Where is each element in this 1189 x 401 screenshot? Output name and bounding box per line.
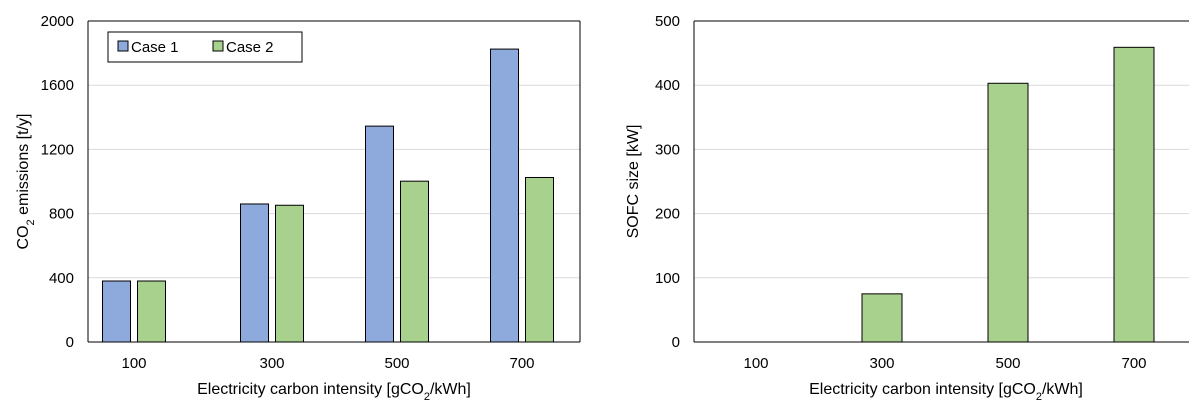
y-axis-label: SOFC size [kW]	[625, 125, 642, 239]
y-tick-label: 2000	[41, 13, 74, 30]
y-tick-label: 500	[655, 13, 680, 30]
y-axis-label-subscript: 2	[25, 219, 37, 225]
y-tick-label: 100	[655, 270, 680, 287]
x-axis-label: Electricity carbon intensity [gCO2/kWh]	[809, 381, 1083, 401]
y-tick-label: 300	[655, 141, 680, 158]
y-axis-label-text-end: emissions [t/y]	[15, 114, 32, 220]
y-tick-label: 800	[49, 206, 74, 223]
x-axis-label-text: Electricity carbon intensity [gCO	[197, 381, 424, 398]
bar-case-1-500	[365, 125, 394, 343]
x-tick-label: 700	[1121, 355, 1146, 372]
chart-co2-emissions: 0 400 800 1200 1600 2000 100 300 500 700 Electrici…	[15, 13, 581, 401]
x-tick-label: 300	[259, 355, 284, 372]
x-axis-label: Electricity carbon intensity [gCO2/kWh]	[197, 381, 471, 401]
bar-case-1-300	[240, 203, 269, 343]
y-tick-label: 1600	[41, 77, 74, 94]
y-axis-label-text: CO	[15, 225, 32, 249]
y-tick-label: 200	[655, 206, 680, 223]
x-axis-label-text-end: /kWh]	[430, 381, 471, 398]
y-tick-label: 400	[655, 77, 680, 94]
x-tick-label: 100	[743, 355, 768, 372]
x-tick-label: 100	[121, 355, 146, 372]
x-axis-label-text: Electricity carbon intensity [gCO	[809, 381, 1036, 398]
y-tick-label: 0	[66, 334, 74, 351]
y-axis-label-text: SOFC size [kW]	[625, 125, 642, 239]
bar-series-700	[1113, 46, 1155, 343]
x-tick-label: 700	[509, 355, 534, 372]
chart-sofc-size: 0 100 200 300 400 500 100 300 500 700 Electricity …	[625, 13, 1189, 401]
bar-case-2-100	[137, 280, 166, 343]
bar-series-500	[987, 82, 1029, 343]
y-tick-label: 400	[49, 270, 74, 287]
legend-swatch	[117, 40, 129, 52]
legend: Case 1 Case 2	[107, 31, 303, 63]
bar-case-2-500	[400, 180, 429, 343]
legend-label: Case 2	[226, 39, 274, 56]
x-axis-label-subscript: 2	[1036, 391, 1042, 401]
bar-case-1-700	[490, 48, 519, 343]
y-tick-label: 1200	[41, 141, 74, 158]
x-axis-label-subscript: 2	[424, 391, 430, 401]
legend-swatch	[212, 40, 224, 52]
x-tick-label: 500	[384, 355, 409, 372]
x-tick-label: 300	[869, 355, 894, 372]
legend-label: Case 1	[131, 39, 179, 56]
legend-box	[107, 31, 303, 63]
bar-case-1-100	[102, 280, 131, 343]
bar-series-300	[861, 293, 903, 343]
x-axis-label-text-end: /kWh]	[1042, 381, 1083, 398]
bar-case-2-300	[275, 204, 304, 343]
bar-case-2-700	[525, 176, 554, 343]
x-tick-label: 500	[995, 355, 1020, 372]
y-tick-label: 0	[672, 334, 680, 351]
y-axis-label: CO2 emissions [t/y]	[15, 114, 37, 250]
